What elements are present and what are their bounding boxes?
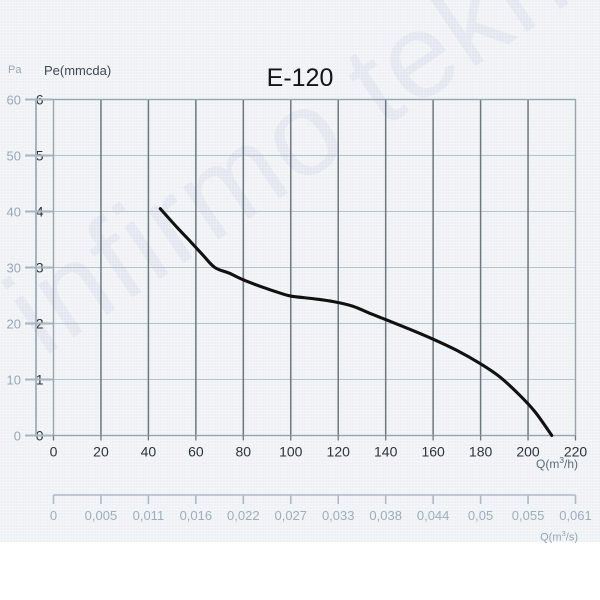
svg-text:220: 220 — [564, 444, 588, 460]
svg-text:80: 80 — [236, 444, 252, 460]
svg-text:0,027: 0,027 — [274, 508, 307, 523]
svg-text:0,038: 0,038 — [369, 508, 402, 523]
svg-text:20: 20 — [7, 317, 21, 332]
x-axis-ticks: 0 20 40 60 80 100 120 140 160 180 200 220 — [50, 435, 588, 460]
svg-text:60: 60 — [188, 444, 204, 460]
secondary-x-axis-unit-label: Q(m3/s) — [540, 529, 578, 544]
svg-text:200: 200 — [516, 444, 540, 460]
svg-text:180: 180 — [469, 444, 493, 460]
bottom-margin — [0, 542, 600, 600]
secondary-y-axis: 0 10 20 30 40 50 60 — [7, 93, 54, 444]
y-axis-label: Pe(mmcda) — [44, 63, 112, 78]
svg-text:0: 0 — [14, 429, 21, 444]
svg-text:50: 50 — [7, 149, 21, 164]
svg-text:20: 20 — [93, 444, 109, 460]
svg-text:0,011: 0,011 — [133, 508, 165, 523]
svg-text:0,061: 0,061 — [559, 508, 592, 523]
svg-text:160: 160 — [421, 444, 445, 460]
svg-text:0: 0 — [50, 508, 57, 523]
svg-text:10: 10 — [7, 373, 21, 388]
svg-text:40: 40 — [7, 205, 21, 220]
svg-text:120: 120 — [327, 444, 351, 460]
svg-text:40: 40 — [141, 444, 157, 460]
svg-text:0,044: 0,044 — [417, 508, 450, 523]
grid-vertical — [100, 99, 529, 436]
svg-text:30: 30 — [7, 261, 21, 276]
x-axis-unit-label: Q(m3/h) — [535, 455, 578, 471]
svg-text:0,033: 0,033 — [322, 508, 355, 523]
chart-title: E-120 — [266, 64, 334, 92]
svg-text:140: 140 — [374, 444, 398, 460]
grid-horizontal — [53, 155, 576, 380]
svg-text:0: 0 — [50, 444, 58, 460]
svg-text:60: 60 — [7, 93, 21, 108]
svg-text:0,005: 0,005 — [85, 508, 118, 523]
svg-text:100: 100 — [279, 444, 303, 460]
svg-text:0,022: 0,022 — [227, 508, 260, 523]
performance-curve — [158, 207, 554, 438]
secondary-x-axis: 0 0,005 0,011 0,016 0,022 0,027 0,033 0,038 0,04… — [50, 494, 592, 523]
svg-text:0,05: 0,05 — [468, 508, 493, 523]
secondary-y-axis-unit-label: Pa — [8, 64, 22, 76]
svg-text:0,016: 0,016 — [180, 508, 213, 523]
svg-text:0,055: 0,055 — [512, 508, 545, 523]
